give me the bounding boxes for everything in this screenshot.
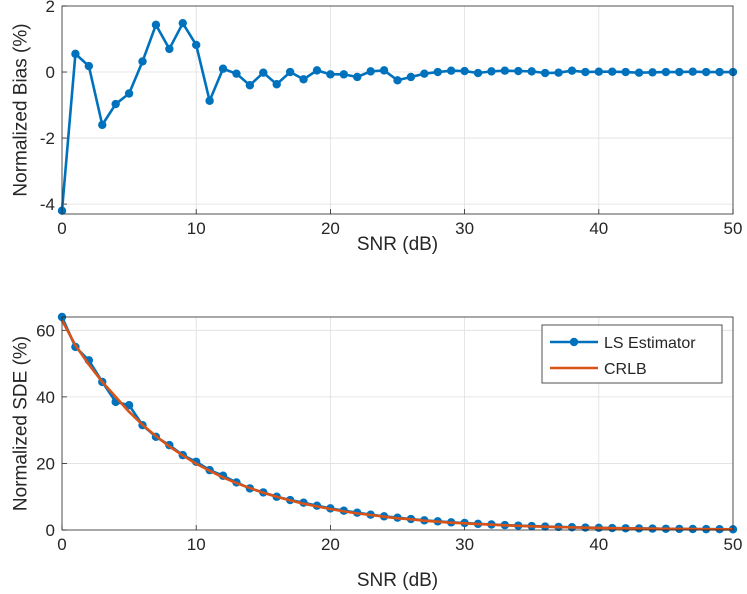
bias-plot-series — [57, 18, 738, 215]
bias-plot-tick-labels: 0 10 20 30 40 50 -4 -2 0 2 — [40, 0, 743, 238]
sde-x-tick-label: 40 — [589, 535, 608, 554]
legend-ls-estimator-marker — [569, 337, 579, 347]
sde-plot: 0 10 20 30 40 50 0 20 40 60 SNR (dB) Normalized S… — [11, 312, 742, 591]
sde-y-tick-label: 40 — [36, 388, 55, 407]
legend-crlb-label: CRLB — [604, 361, 647, 378]
bias-ls-estimator-point — [285, 67, 295, 77]
bias-y-tick-label: -2 — [40, 129, 55, 148]
bias-y-tick-label: -4 — [40, 195, 55, 214]
bias-ls-estimator-point — [205, 96, 214, 105]
bias-ls-estimator-point — [71, 49, 80, 59]
sde-ls-estimator-point — [124, 400, 134, 410]
bias-ls-estimator-point — [500, 66, 510, 75]
bias-ls-estimator-point — [527, 67, 536, 76]
bias-ls-estimator-point — [514, 66, 523, 76]
legend-ls-estimator-label: LS Estimator — [604, 335, 696, 352]
bias-y-tick-label: 0 — [46, 63, 55, 82]
sde-crlb-line — [60, 319, 734, 531]
bias-ls-estimator-point — [111, 99, 120, 109]
bias-ls-estimator-point — [648, 68, 657, 77]
bias-ls-estimator-point — [701, 67, 711, 77]
bias-ls-estimator-point — [178, 18, 187, 28]
bias-ls-estimator-point — [232, 69, 241, 78]
sde-y-tick-label: 60 — [36, 321, 55, 340]
bias-ls-estimator-point — [661, 67, 671, 77]
bias-x-tick-label: 10 — [187, 219, 206, 238]
bias-ls-estimator-point — [433, 67, 442, 77]
bias-ls-estimator-point — [84, 61, 94, 71]
bias-ls-estimator-point — [192, 40, 201, 50]
bias-ls-estimator-point — [608, 67, 617, 76]
bias-x-tick-label: 20 — [321, 219, 340, 238]
bias-ls-estimator-point — [124, 89, 134, 98]
bias-ls-estimator-point — [554, 68, 563, 77]
sde-x-tick-label: 30 — [455, 535, 474, 554]
sde-plot-y-axis-label: Normalized SDE (%) — [11, 336, 32, 511]
bias-ls-estimator-point — [312, 66, 322, 75]
sde-x-tick-label: 50 — [724, 535, 743, 554]
bias-plot-y-axis-label: Normalized Bias (%) — [11, 23, 32, 196]
bias-plot-frame — [61, 5, 734, 215]
bias-ls-estimator-point — [487, 67, 496, 76]
bias-x-tick-label: 50 — [724, 219, 743, 238]
bias-ls-estimator-point — [366, 67, 375, 76]
bias-ls-estimator-point — [688, 67, 697, 76]
bias-ls-estimator-point — [675, 67, 684, 77]
bias-ls-estimator-point — [326, 70, 335, 79]
sde-x-tick-label: 0 — [57, 535, 66, 554]
bias-ls-estimator-point — [245, 81, 255, 90]
sde-y-tick-label: 20 — [36, 454, 55, 473]
sde-plot-x-axis-label: SNR (dB) — [357, 570, 438, 591]
bias-ls-estimator-point — [420, 69, 429, 78]
bias-ls-estimator-point — [272, 80, 281, 89]
bias-ls-estimator-point — [460, 66, 469, 76]
bias-ls-estimator-point — [379, 66, 389, 75]
bias-x-tick-label: 40 — [589, 219, 608, 238]
bias-ls-estimator-point — [353, 72, 362, 82]
bias-x-tick-label: 30 — [455, 219, 474, 238]
bias-ls-estimator-point — [98, 120, 107, 130]
bias-x-tick-label: 0 — [57, 219, 66, 238]
sde-plot-tick-labels: 0 10 20 30 40 50 0 20 40 60 — [36, 321, 742, 554]
sde-x-tick-label: 10 — [187, 535, 206, 554]
sde-plot-frame — [61, 316, 734, 531]
bias-ls-estimator-point — [446, 66, 456, 75]
bias-ls-estimator-point — [138, 57, 147, 66]
bias-ls-estimator-point — [151, 20, 161, 30]
bias-plot: 0 10 20 30 40 50 -4 -2 0 2 SNR (dB) Normalized Bi… — [11, 0, 743, 255]
bias-plot-x-axis-label: SNR (dB) — [357, 234, 438, 255]
bias-ls-estimator-point — [406, 72, 416, 82]
legend: LS Estimator CRLB — [541, 324, 723, 384]
bias-ls-estimator-point — [540, 68, 550, 78]
bias-ls-estimator-point — [581, 67, 590, 77]
bias-y-tick-label: 2 — [46, 0, 55, 16]
bias-ls-estimator-point — [634, 68, 644, 77]
bias-ls-estimator-point — [594, 67, 603, 76]
bias-ls-estimator-point — [715, 67, 724, 77]
sde-y-tick-label: 0 — [46, 521, 55, 540]
bias-ls-estimator-point — [473, 68, 483, 78]
bias-ls-estimator-point — [218, 64, 228, 73]
bias-ls-estimator-point — [567, 66, 577, 75]
bias-ls-estimator-point — [165, 44, 174, 54]
legend-box — [541, 324, 723, 384]
bias-ls-estimator-point — [393, 76, 402, 85]
sde-x-tick-label: 20 — [321, 535, 340, 554]
bias-ls-estimator-point — [299, 75, 308, 84]
bias-ls-estimator-point — [339, 70, 349, 79]
bias-ls-estimator-point — [259, 68, 268, 77]
bias-ls-estimator-point — [621, 67, 630, 77]
